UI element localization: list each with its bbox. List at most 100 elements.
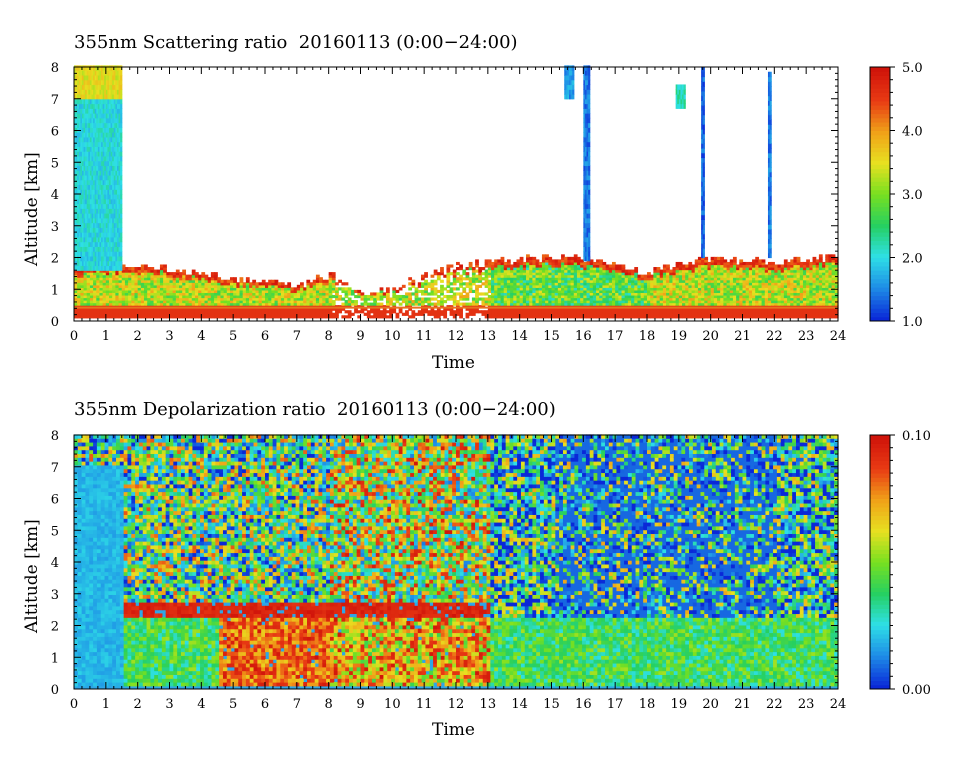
heatmap-cell bbox=[153, 282, 158, 286]
heatmap-cell bbox=[720, 300, 724, 304]
heatmap-cell bbox=[452, 279, 457, 283]
heatmap-cell bbox=[385, 287, 390, 291]
heatmap-cell bbox=[233, 289, 237, 294]
heatmap-cell bbox=[815, 282, 820, 286]
heatmap-cell bbox=[91, 89, 94, 95]
heatmap-cell bbox=[526, 289, 530, 294]
heatmap-cell bbox=[538, 300, 543, 304]
heatmap-cell bbox=[561, 292, 565, 296]
heatmap-cell bbox=[783, 261, 788, 266]
heatmap-cell bbox=[99, 272, 104, 276]
heatmap-cell bbox=[634, 289, 639, 294]
heatmap-cell bbox=[249, 302, 253, 306]
heatmap-cell bbox=[570, 264, 575, 268]
heatmap-cell bbox=[312, 294, 317, 299]
heatmap-cell bbox=[694, 300, 699, 304]
heatmap-cell bbox=[739, 294, 744, 299]
heatmap-cell bbox=[81, 98, 85, 105]
heatmap-cell bbox=[88, 265, 91, 271]
heatmap-cell bbox=[144, 310, 148, 314]
heatmap-cell bbox=[634, 312, 639, 316]
heatmap-cell bbox=[315, 287, 320, 291]
heatmap-cell bbox=[191, 287, 196, 291]
heatmap-cell bbox=[726, 272, 731, 276]
heatmap-cell bbox=[538, 279, 543, 283]
heatmap-cell bbox=[726, 310, 731, 314]
heatmap-cell bbox=[491, 272, 495, 276]
heatmap-cell bbox=[201, 302, 206, 306]
heatmap-cell bbox=[417, 289, 422, 294]
heatmap-cell bbox=[85, 155, 88, 162]
heatmap-cell bbox=[96, 113, 99, 119]
heatmap-cell bbox=[771, 297, 775, 301]
heatmap-cell bbox=[691, 312, 696, 316]
heatmap-cell bbox=[440, 302, 444, 306]
heatmap-cell bbox=[802, 307, 807, 311]
heatmap-cell bbox=[134, 315, 139, 319]
heatmap-cell bbox=[764, 287, 769, 291]
heatmap-cell bbox=[564, 315, 569, 319]
heatmap-cell bbox=[697, 274, 702, 278]
heatmap-cell bbox=[201, 287, 206, 291]
heatmap-cell bbox=[78, 122, 81, 128]
heatmap-cell bbox=[570, 272, 575, 276]
heatmap-cell bbox=[812, 277, 817, 281]
heatmap-cell bbox=[647, 302, 651, 306]
heatmap-cell bbox=[147, 294, 151, 299]
heatmap-cell bbox=[198, 300, 202, 304]
heatmap-cell bbox=[548, 284, 553, 288]
heatmap-cell bbox=[91, 108, 94, 114]
heatmap-cell bbox=[471, 300, 476, 304]
heatmap-cell bbox=[159, 284, 164, 288]
heatmap-cell bbox=[163, 312, 167, 316]
heatmap-cell bbox=[81, 213, 85, 219]
heatmap-cell bbox=[414, 297, 419, 301]
heatmap-cell bbox=[83, 227, 86, 233]
heatmap-cell bbox=[793, 310, 798, 314]
heatmap-cell bbox=[363, 294, 368, 299]
heatmap-cell bbox=[529, 292, 533, 296]
heatmap-cell bbox=[207, 289, 212, 294]
heatmap-cell bbox=[77, 272, 81, 276]
heatmap-cell bbox=[713, 264, 718, 268]
heatmap-cell bbox=[615, 310, 619, 314]
heatmap-cell bbox=[99, 292, 104, 296]
heatmap-cell bbox=[662, 287, 667, 291]
heatmap-cell bbox=[774, 294, 779, 299]
heatmap-cell bbox=[440, 284, 444, 288]
heatmap-cell bbox=[93, 282, 97, 286]
heatmap-cell bbox=[198, 274, 202, 278]
heatmap-cell bbox=[611, 302, 616, 306]
heatmap-cell bbox=[322, 307, 327, 311]
heatmap-cell bbox=[105, 269, 110, 273]
heatmap-cell bbox=[656, 310, 661, 314]
heatmap-cell bbox=[80, 292, 85, 296]
heatmap-cell bbox=[672, 292, 677, 296]
heatmap-cell bbox=[475, 289, 479, 294]
heatmap-cell bbox=[331, 315, 336, 319]
heatmap-cell bbox=[608, 310, 613, 314]
heatmap-cell bbox=[611, 267, 616, 271]
heatmap-cell bbox=[83, 74, 86, 81]
heatmap-cell bbox=[182, 279, 187, 283]
heatmap-cell bbox=[561, 289, 565, 294]
heatmap-cell bbox=[796, 292, 801, 296]
heatmap-cell bbox=[163, 274, 167, 278]
heatmap-cell bbox=[88, 127, 91, 133]
heatmap-cell bbox=[516, 277, 521, 281]
heatmap-cell bbox=[85, 117, 88, 124]
heatmap-cell bbox=[825, 282, 830, 286]
heatmap-cell bbox=[548, 294, 553, 299]
heatmap-cell bbox=[825, 297, 830, 301]
heatmap-cell bbox=[570, 256, 575, 261]
heatmap-cell bbox=[440, 267, 444, 271]
heatmap-cell bbox=[599, 267, 604, 271]
heatmap-cell bbox=[80, 289, 85, 294]
heatmap-cell bbox=[89, 179, 93, 186]
heatmap-cell bbox=[226, 315, 231, 319]
heatmap-cell bbox=[78, 179, 81, 186]
heatmap-cell bbox=[376, 310, 381, 314]
heatmap-cell bbox=[796, 269, 801, 273]
heatmap-cell bbox=[713, 277, 718, 281]
heatmap-cell bbox=[576, 264, 581, 268]
